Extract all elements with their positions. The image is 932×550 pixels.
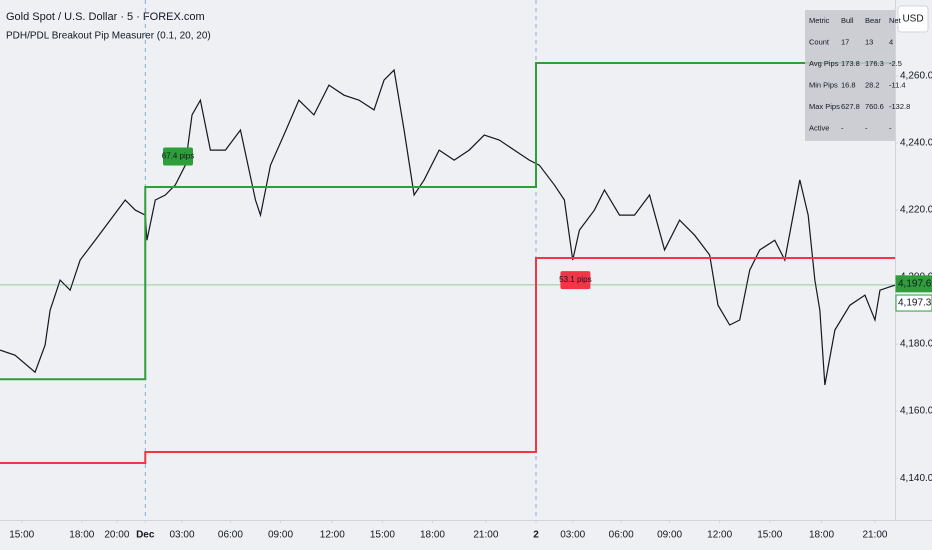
- x-tick-label: 21:00: [862, 530, 887, 541]
- table-cell: -: [841, 123, 844, 132]
- price-label-box: [895, 294, 932, 312]
- y-tick-label: 4,160.00: [900, 406, 932, 417]
- y-tick-label: 4,180.00: [900, 339, 932, 350]
- table-cell: 760.6: [865, 102, 884, 111]
- chart-title: Gold Spot / U.S. Dollar · 5 · FOREX.com: [6, 11, 205, 23]
- level-line: [0, 61, 895, 381]
- price-label: 4,197.33: [898, 298, 932, 309]
- table-cell: -: [865, 123, 868, 132]
- stats-table: [805, 10, 895, 141]
- x-tick-label: 21:00: [473, 530, 498, 541]
- pip-label-box: [162, 147, 193, 166]
- table-cell: Active: [809, 123, 829, 132]
- x-tick-label: 06:00: [218, 530, 243, 541]
- x-tick-label: 09:00: [268, 530, 293, 541]
- x-tick-label: 03:00: [560, 530, 585, 541]
- table-cell: -: [889, 123, 892, 132]
- currency-box[interactable]: [897, 5, 929, 33]
- table-cell: Net: [889, 16, 902, 25]
- x-tick-label: 15:00: [370, 530, 395, 541]
- price-label: 4,197.69: [898, 278, 932, 289]
- x-tick-label: 18:00: [809, 530, 834, 541]
- table-cell: Metric: [809, 16, 830, 25]
- y-tick-label: 4,220.00: [900, 205, 932, 216]
- x-tick-label: 18:00: [69, 530, 94, 541]
- level-line: [0, 256, 895, 465]
- table-cell: 176.3: [865, 59, 884, 68]
- x-tick-label: 15:00: [9, 530, 34, 541]
- x-tick-label: Dec: [136, 530, 155, 541]
- x-tick-label: 12:00: [707, 530, 732, 541]
- table-cell: 17: [841, 37, 849, 46]
- table-cell: 28.2: [865, 80, 880, 89]
- table-cell: 16.8: [841, 80, 856, 89]
- table-cell: -11.4: [889, 80, 906, 89]
- x-tick-label: 12:00: [320, 530, 345, 541]
- x-tick-label: 18:00: [420, 530, 445, 541]
- table-cell: Avg Pips: [809, 59, 839, 68]
- y-tick-label: 4,260.00: [900, 71, 932, 82]
- x-tick-label: 20:00: [104, 530, 129, 541]
- table-cell: 627.8: [841, 102, 860, 111]
- indicator-name: PDH/PDL Breakout Pip Measurer (0.1, 20, …: [6, 31, 211, 42]
- pip-label-box: [560, 271, 591, 290]
- y-tick-label: 4,240.00: [900, 138, 932, 149]
- table-cell: -132.8: [889, 102, 910, 111]
- pip-label: 67.4 pips: [162, 152, 194, 161]
- price-line: [0, 68, 896, 386]
- table-cell: Count: [809, 37, 830, 46]
- x-tick-label: 03:00: [169, 530, 194, 541]
- pip-label: 53.1 pips: [559, 275, 591, 284]
- x-tick-label: 2: [533, 530, 539, 541]
- y-tick-label: 4,140.00: [900, 473, 932, 484]
- table-cell: 13: [865, 37, 873, 46]
- table-cell: -2.5: [889, 59, 902, 68]
- x-tick-label: 15:00: [757, 530, 782, 541]
- price-label-box: [895, 275, 932, 293]
- table-cell: Bull: [841, 16, 854, 25]
- x-tick-label: 06:00: [609, 530, 634, 541]
- currency: USD: [902, 14, 923, 25]
- table-cell: Bear: [865, 16, 881, 25]
- table-cell: Max Pips: [809, 102, 840, 111]
- x-tick-label: 09:00: [657, 530, 682, 541]
- table-cell: Min Pips: [809, 80, 838, 89]
- table-cell: 173.8: [841, 59, 860, 68]
- table-cell: 4: [889, 37, 893, 46]
